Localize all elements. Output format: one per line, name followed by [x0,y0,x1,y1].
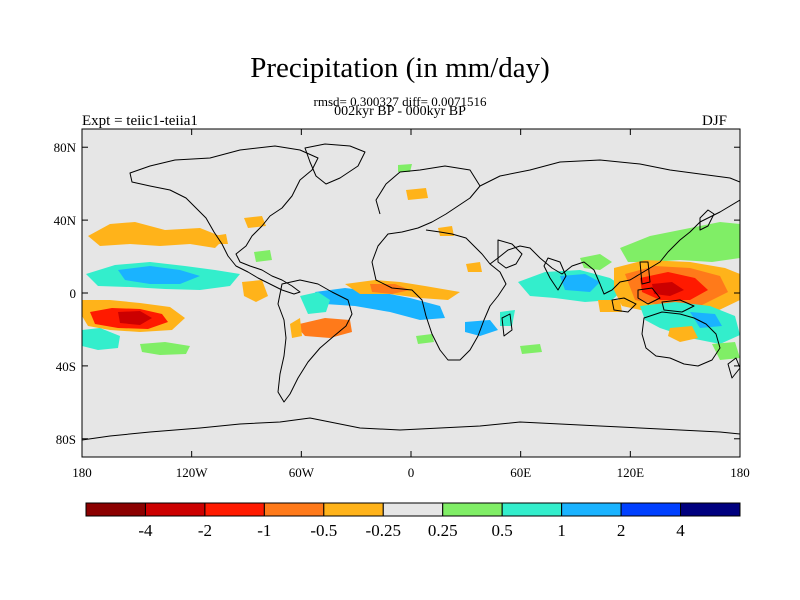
colorbar-swatch [680,502,741,517]
anomaly-patch [398,164,412,172]
anomaly-patch [652,282,684,296]
india-coast [543,257,567,291]
anomaly-patch [466,262,482,272]
experiment-label: Expt = teiic1-teiia1 [82,113,198,129]
lat-tick-label: 40S [56,359,76,374]
colorbar-swatch [263,502,325,517]
anomaly-patch [668,326,698,342]
period-subtitle: 002kyr BP - 000kyr BP [334,104,466,119]
anomaly-patch [580,254,612,270]
lon-tick-label: 0 [408,465,415,480]
colorbar-swatch [501,502,563,517]
axis-labels: 180 120W 60W 0 60E 120E 180 80N 40N 0 40S 80S [54,140,750,480]
chart-title: Precipitation (in mm/day) [250,52,550,84]
colorbar-label: -4 [138,521,153,540]
lon-tick-label: 60W [289,465,315,480]
colorbar-swatch [204,502,265,517]
anomaly-patch [416,334,434,344]
anomaly-patch [88,222,225,248]
colorbar-swatch [85,502,146,517]
maritime-continent-coast [611,261,695,313]
anomaly-patch [598,300,622,312]
colorbar-swatch [323,502,384,517]
colorbar-label: 2 [617,521,626,540]
colorbar-label: -0.5 [310,521,337,540]
colorbar-swatch [144,502,206,517]
coastlines [82,143,740,441]
anomaly-patch [690,312,722,328]
anomaly-patch [712,342,740,360]
season-label: DJF [702,113,728,129]
colorbar-label: -0.25 [366,521,401,540]
anomaly-patch [244,216,266,228]
anomaly-patch [520,344,542,354]
south-america-coast [277,279,353,403]
axis-ticks [81,129,741,457]
lon-tick-label: 60E [510,465,531,480]
anomaly-patch [370,284,410,294]
lon-tick-label: 120W [176,465,209,480]
lat-tick-label: 40N [54,213,77,228]
anomaly-patch [300,292,330,314]
colorbar-label: 0.25 [428,521,458,540]
colorbar-label: 1 [557,521,566,540]
colorbar-swatch [442,502,503,517]
lat-tick-label: 0 [70,286,77,301]
anomaly-patch [315,288,445,320]
stats-subtitle: rmsd= 0.300327 diff= 0.0071516 [313,94,487,109]
colorbar-label: 4 [676,521,685,540]
australia-coast [641,311,721,367]
lon-tick-label: 180 [730,465,750,480]
anomaly-patch [140,342,190,355]
anomaly-patch [118,311,152,325]
asia-coast [479,159,740,295]
anomaly-patch [118,266,200,284]
europe-africa-coast [371,165,507,361]
lon-tick-label: 120E [617,465,645,480]
colorbar-swatch [561,502,622,517]
colorbar-label: -1 [257,521,271,540]
anomaly-field [82,164,740,360]
arabia-coast [497,239,523,269]
anomaly-patch [82,328,120,350]
japan-coast [699,209,715,231]
anomaly-patch [406,188,428,200]
colorbar-swatch [620,502,682,517]
colorbar-label: 0.5 [492,521,513,540]
colorbar: -4 -2 -1 -0.5 -0.25 0.25 0.5 1 2 4 [85,502,741,540]
anomaly-patch [620,222,740,262]
lat-tick-label: 80N [54,140,77,155]
colorbar-swatch [382,502,444,517]
lon-tick-label: 180 [72,465,92,480]
north-america-coast [129,145,319,295]
anomaly-patch [242,280,268,302]
anomaly-patch [290,318,302,338]
new-zealand-coast [727,357,740,379]
greenland-coast [304,143,366,185]
antarctica-coast [82,417,740,441]
anomaly-patch [254,250,272,262]
colorbar-label: -2 [198,521,212,540]
anomaly-patch [560,274,600,292]
lat-tick-label: 80S [56,432,76,447]
madagascar-coast [501,313,513,337]
